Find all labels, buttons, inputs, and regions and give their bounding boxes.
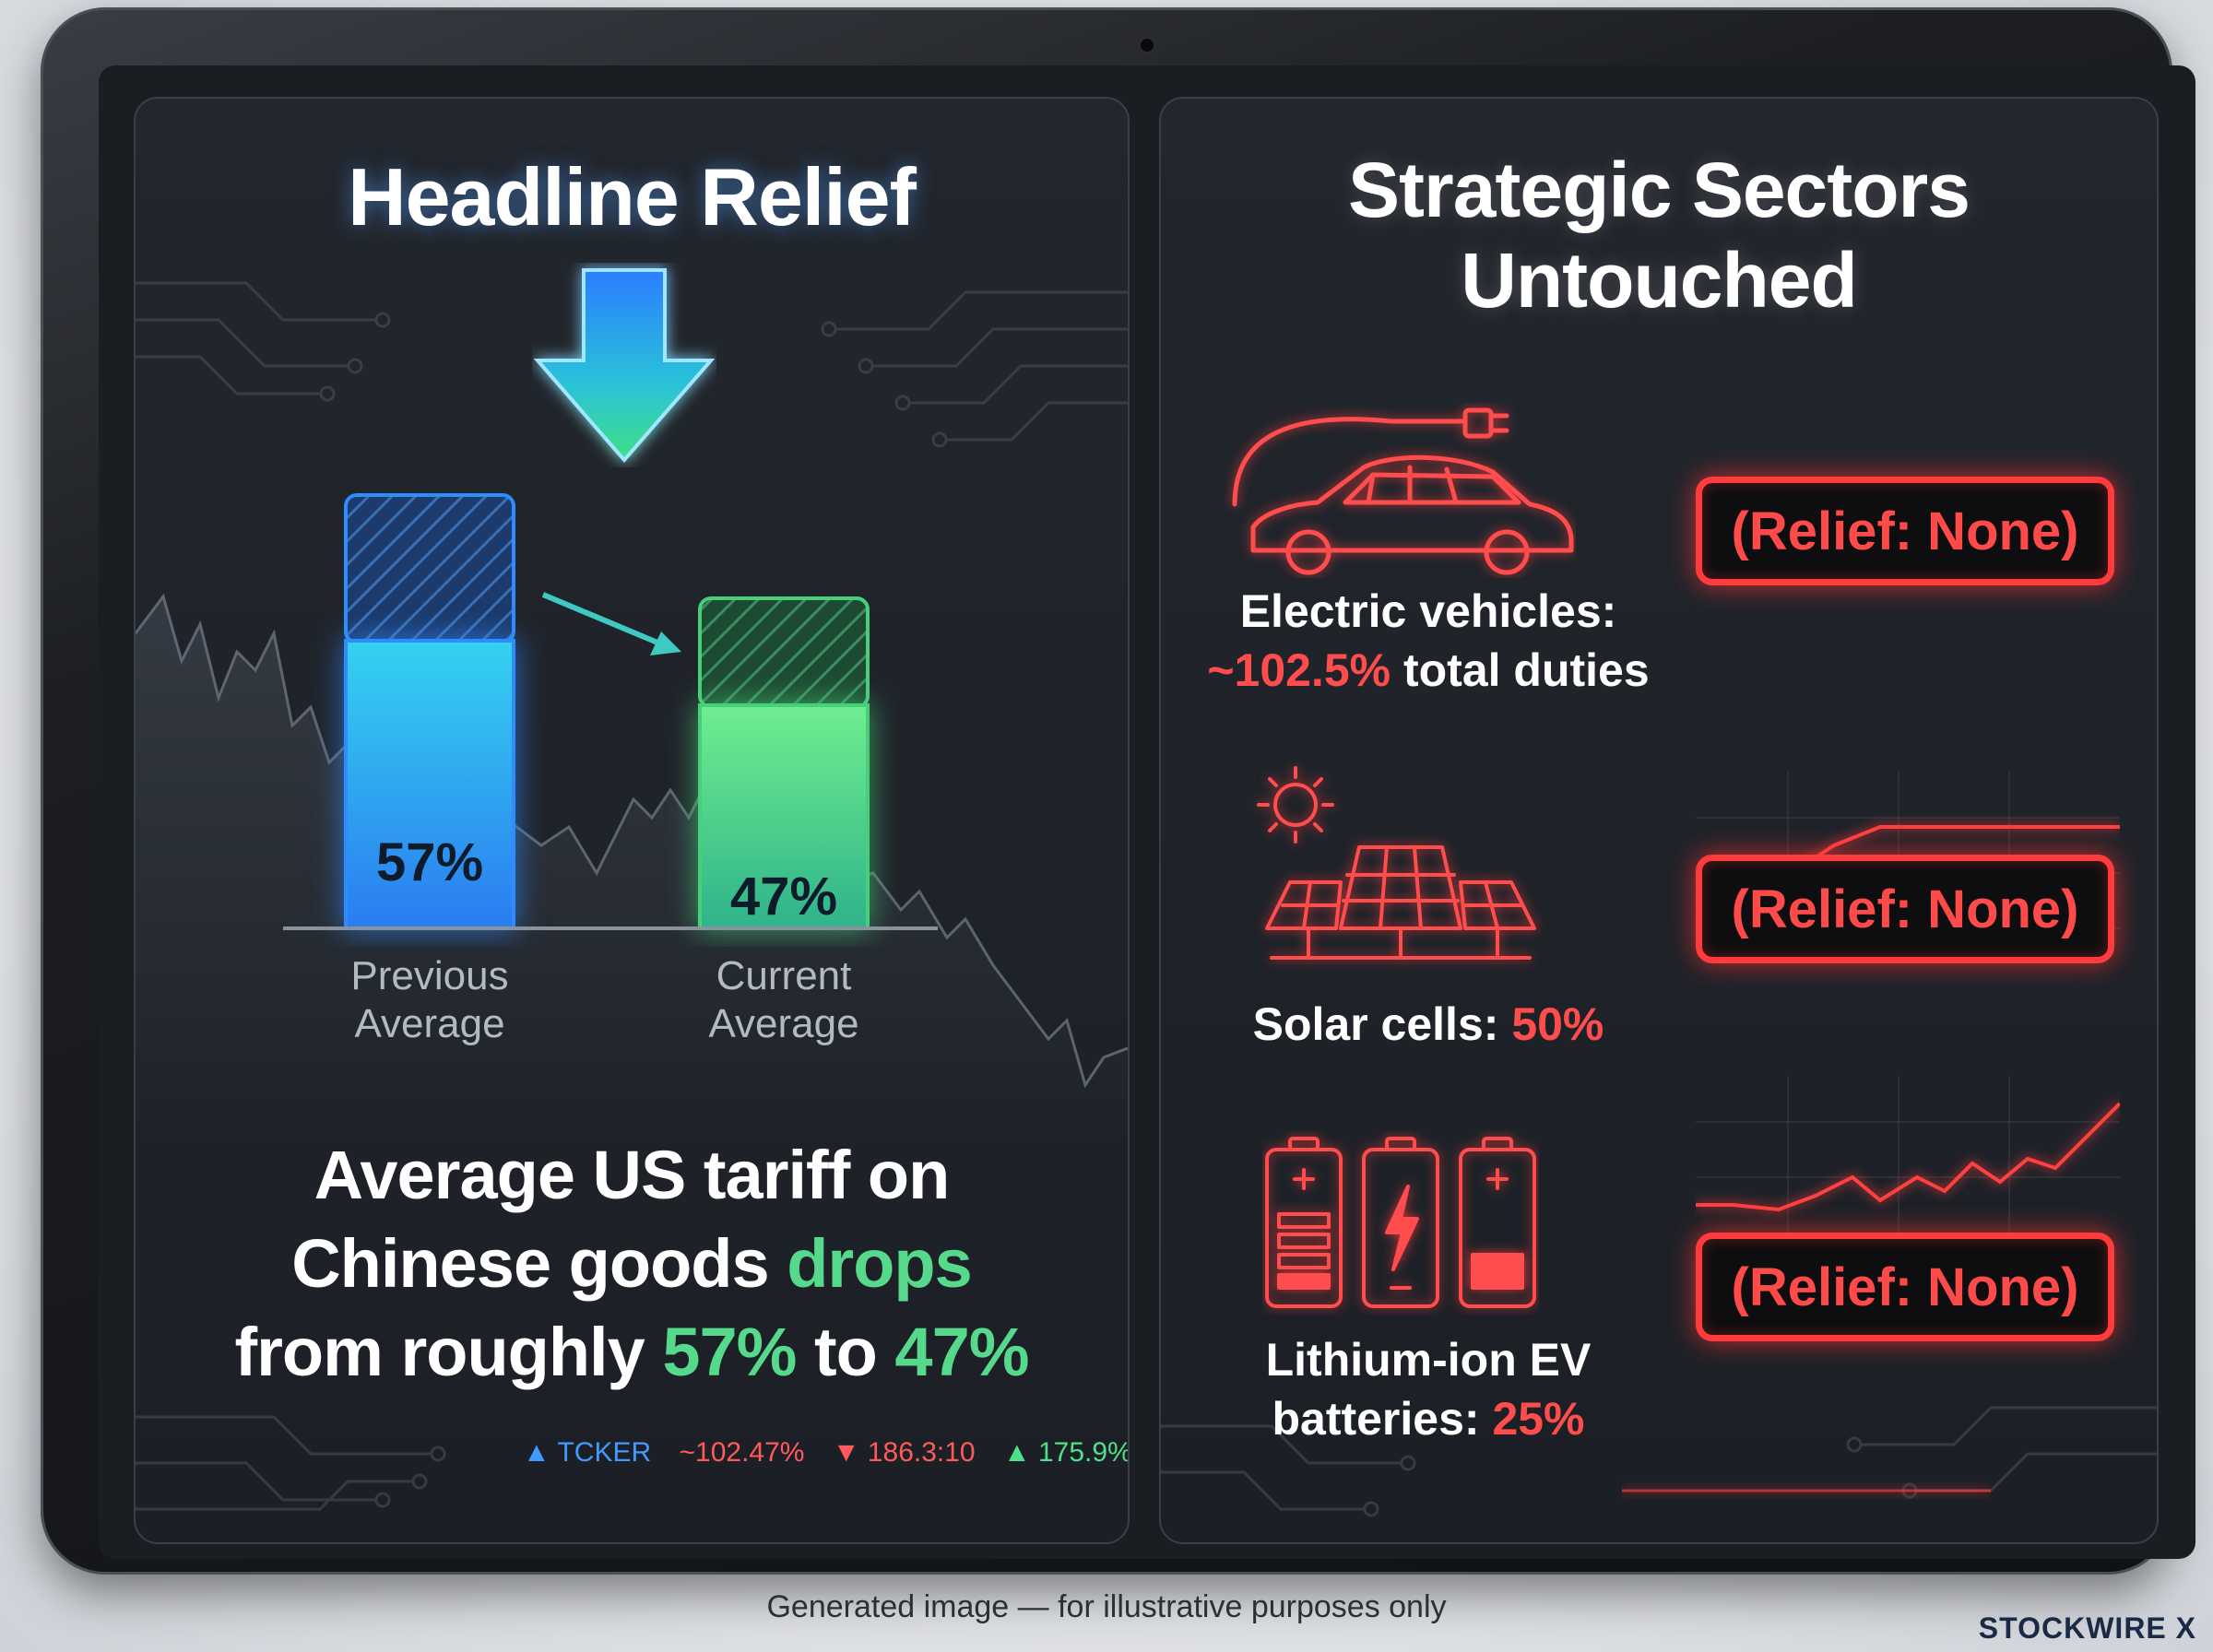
electric-car-icon: [1232, 407, 1574, 575]
down-arrow-icon: [533, 268, 716, 464]
camera-dot: [1141, 39, 1154, 52]
headline-highlight: 47%: [894, 1314, 1029, 1390]
headline-highlight: 57%: [662, 1314, 797, 1390]
sector-label-line: ~102.5% total duties: [1179, 641, 1677, 700]
previous-average-value: 57%: [375, 832, 484, 892]
current-average-bar: [698, 596, 870, 930]
strategic-sectors-title: Strategic Sectors Untouched: [1161, 145, 2157, 325]
headline-line: from roughly 57% to 47%: [136, 1308, 1128, 1397]
circuit-pattern-decoration: [1161, 1406, 2157, 1517]
ticker-item: ▲ TCKER: [523, 1437, 652, 1468]
battery-icon: [1265, 1137, 1536, 1308]
sector-label-line: batteries: 25%: [1179, 1389, 1677, 1448]
stock-ticker-strip: ▲ TCKER ~102.47% ▼ 186.3:10 ▲ 175.9%: [523, 1437, 1130, 1469]
previous-average-axis-label: Previous Average: [318, 952, 541, 1048]
previous-average-bar: [344, 493, 515, 930]
solar-relief-badge: (Relief: None): [1696, 855, 2114, 963]
stock-chart-decoration: [136, 593, 1128, 1150]
circuit-pattern-decoration: [136, 281, 1128, 448]
sector-label-text: total duties: [1391, 644, 1650, 696]
current-average-value: 47%: [729, 867, 838, 926]
tariff-bar-chart: [283, 493, 938, 930]
sector-duty-value: ~102.5%: [1207, 644, 1391, 696]
ticker-item: ▲ 175.9%: [1002, 1437, 1130, 1468]
ticker-item: ▼ 186.3:10: [832, 1437, 976, 1468]
red-glow-line-decoration: [1622, 1489, 1991, 1493]
tablet-device-frame: Headline Relief: [41, 7, 2195, 1575]
axis-label-line: Average: [708, 1001, 859, 1046]
brand-logo: STOCKWIRE X: [1978, 1611, 2196, 1645]
headline-text: to: [796, 1314, 895, 1390]
strategic-sectors-panel: Strategic Sectors Untouched: [1159, 97, 2159, 1544]
headline-line: Average US tariff on: [314, 1137, 951, 1213]
circuit-pattern-decoration: [136, 1415, 446, 1511]
tariff-headline-text: Average US tariff on Chinese goods drops…: [136, 1131, 1128, 1397]
battery-relief-badge: (Relief: None): [1696, 1233, 2114, 1341]
sector-duty-value: 25%: [1492, 1393, 1585, 1445]
sector-label-line: Electric vehicles:: [1239, 585, 1617, 637]
solar-panel-icon: [1257, 766, 1536, 960]
axis-label-line: Average: [354, 1001, 505, 1046]
battery-sector-label: Lithium-ion EV batteries: 25%: [1179, 1330, 1677, 1448]
ev-sector-label: Electric vehicles: ~102.5% total duties: [1179, 582, 1677, 700]
title-line: Untouched: [1461, 237, 1858, 324]
tablet-screen: Headline Relief: [99, 65, 2195, 1559]
ev-relief-badge: (Relief: None): [1696, 477, 2114, 585]
disclaimer-text: Generated image — for illustrative purpo…: [766, 1589, 1447, 1624]
axis-label-line: Previous: [350, 953, 509, 998]
sector-duty-value: 50%: [1511, 998, 1604, 1050]
title-line: Strategic Sectors: [1348, 147, 1970, 233]
headline-text: Chinese goods: [291, 1225, 787, 1302]
headline-relief-title: Headline Relief: [348, 151, 917, 242]
sector-label-line: Lithium-ion EV: [1265, 1334, 1592, 1386]
axis-label-line: Current: [716, 953, 852, 998]
headline-highlight: drops: [787, 1225, 973, 1302]
trend-arrow-icon: [541, 592, 681, 655]
headline-relief-panel: Headline Relief: [134, 97, 1130, 1544]
ticker-item: ~102.47%: [679, 1437, 805, 1468]
sector-trend-chart-decoration: [1696, 1076, 2120, 1260]
sector-label-text: Solar cells:: [1252, 998, 1512, 1050]
solar-sector-label: Solar cells: 50%: [1179, 995, 1677, 1054]
sector-label-text: batteries:: [1272, 1393, 1493, 1445]
current-average-axis-label: Current Average: [672, 952, 895, 1048]
headline-text: from roughly: [234, 1314, 663, 1390]
headline-line: Chinese goods drops: [136, 1220, 1128, 1308]
